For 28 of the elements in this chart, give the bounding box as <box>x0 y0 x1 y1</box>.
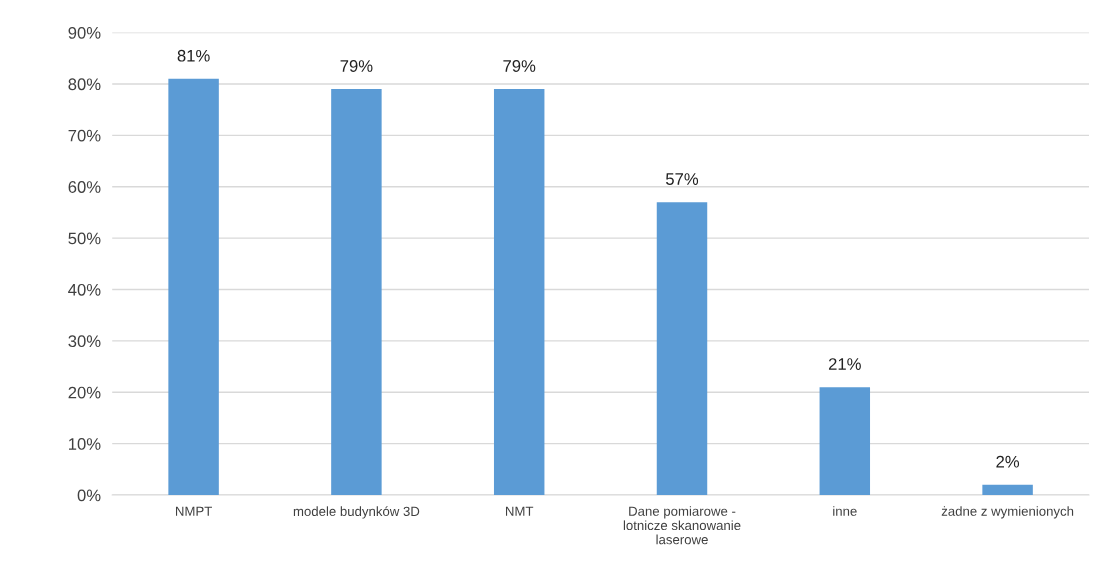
bar <box>819 387 871 496</box>
data-label: 57% <box>665 173 699 185</box>
data-label: 21% <box>828 358 861 370</box>
y-tick-label: 90% <box>68 26 101 39</box>
x-tick-label: Dane pomiarowe - lotnicze skanowanie laserowe <box>623 506 741 545</box>
data-label: 81% <box>177 49 210 62</box>
y-tick-label: 20% <box>68 386 101 399</box>
bar <box>331 89 382 496</box>
x-tick-label: modele budynków 3D <box>293 506 420 519</box>
y-tick-label: 40% <box>68 283 101 296</box>
y-tick-label: 80% <box>68 78 101 91</box>
data-label: 2% <box>996 455 1020 468</box>
x-tick-label: żadne z wymienionych <box>941 506 1074 519</box>
data-label: 79% <box>340 60 373 72</box>
bar <box>656 202 708 496</box>
y-tick-label: 30% <box>68 335 101 348</box>
y-tick-label: 10% <box>69 438 101 450</box>
data-label: 79% <box>503 60 536 72</box>
bar <box>982 484 1033 496</box>
y-tick-label: 70% <box>68 129 101 142</box>
y-tick-label: 50% <box>68 232 101 245</box>
x-tick-label: NMPT <box>175 506 212 516</box>
bar <box>493 89 545 496</box>
x-tick-label: inne <box>833 506 857 516</box>
x-tick-label: NMT <box>505 506 534 516</box>
bar <box>168 78 219 496</box>
y-tick-label: 0% <box>77 489 101 502</box>
y-tick-label: 60% <box>68 181 101 193</box>
